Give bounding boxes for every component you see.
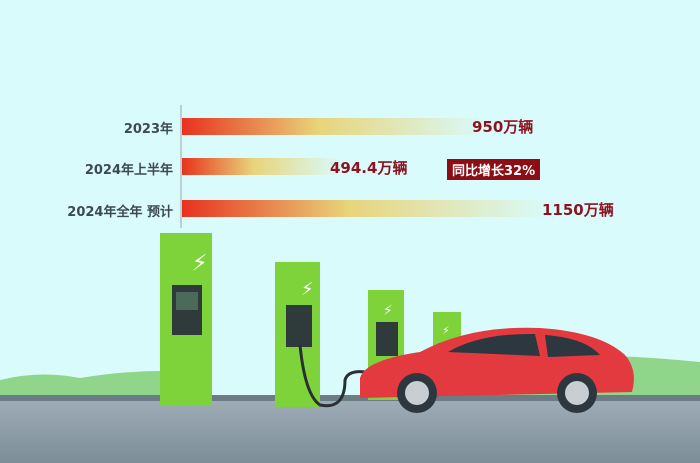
bar [182, 158, 341, 175]
growth-badge: 同比增长32% [447, 159, 541, 180]
red-car [360, 327, 634, 413]
bar [182, 200, 550, 217]
category-label: 2023年 [123, 122, 173, 137]
data-label: 494.4万辆 [330, 159, 408, 177]
category-label: 2024年上半年 [84, 163, 173, 178]
charging-stations: ⚡ ⚡ ⚡ ⚡ [160, 233, 461, 408]
svg-text:⚡: ⚡ [383, 303, 393, 319]
svg-text:⚡: ⚡ [192, 251, 207, 276]
data-label: 950万辆 [472, 118, 534, 136]
category-label: 2024年全年 预计 [67, 205, 173, 220]
charger-1: ⚡ [160, 233, 212, 405]
svg-text:⚡: ⚡ [301, 279, 314, 300]
svg-text:⚡: ⚡ [442, 324, 450, 337]
data-label: 1150万辆 [542, 201, 614, 219]
ground [0, 395, 700, 463]
bar [182, 118, 486, 135]
charger-2: ⚡ [275, 262, 320, 407]
